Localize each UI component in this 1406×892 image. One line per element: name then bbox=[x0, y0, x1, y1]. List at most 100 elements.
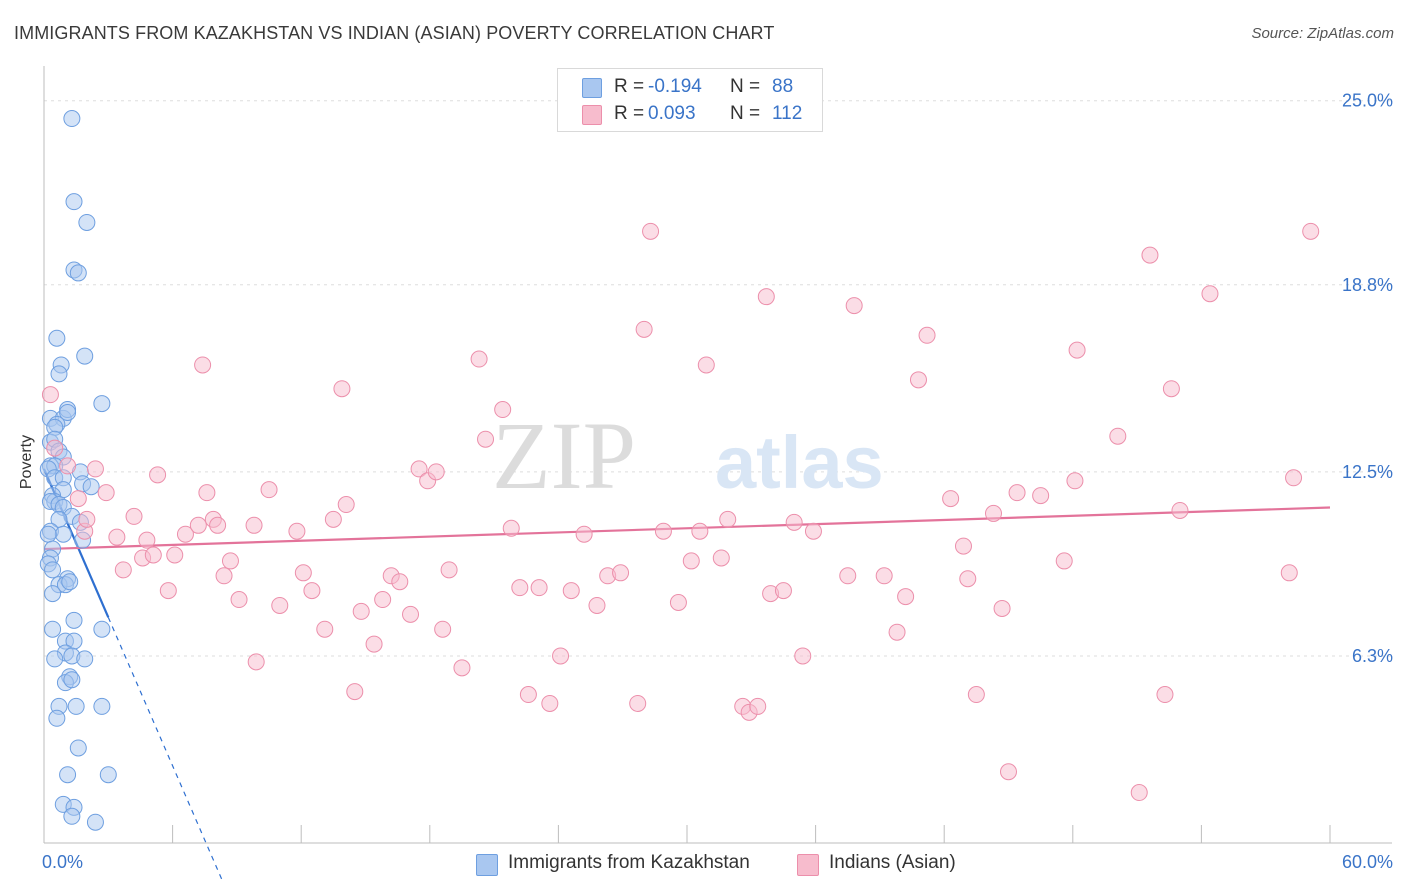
point-indian bbox=[138, 531, 156, 549]
point-indian bbox=[749, 697, 767, 715]
point-kazakhstan bbox=[93, 620, 111, 638]
point-indian bbox=[198, 484, 216, 502]
point-indian bbox=[691, 522, 709, 540]
point-indian bbox=[427, 463, 445, 481]
point-indian bbox=[918, 326, 936, 344]
point-indian bbox=[46, 439, 64, 457]
trend-line-indian bbox=[43, 506, 1331, 551]
point-indian bbox=[1000, 763, 1017, 781]
watermark-atlas: atlas bbox=[715, 421, 884, 504]
point-indian bbox=[316, 620, 334, 638]
point-kazakhstan bbox=[65, 193, 83, 211]
point-indian bbox=[78, 510, 96, 528]
point-indian bbox=[374, 591, 392, 609]
point-indian bbox=[1032, 487, 1050, 505]
point-indian bbox=[541, 694, 559, 712]
point-indian bbox=[41, 386, 59, 404]
source-credit: Source: ZipAtlas.com bbox=[1251, 25, 1394, 42]
point-indian bbox=[324, 510, 342, 528]
y-tick-label: 25.0% bbox=[1342, 91, 1393, 111]
point-indian bbox=[271, 596, 289, 614]
point-indian bbox=[245, 516, 263, 534]
point-indian bbox=[875, 567, 893, 585]
point-kazakhstan bbox=[76, 347, 94, 365]
point-indian bbox=[954, 537, 972, 555]
point-indian bbox=[552, 647, 570, 665]
point-indian bbox=[194, 356, 212, 374]
point-indian bbox=[942, 490, 960, 508]
point-indian bbox=[346, 683, 364, 701]
point-kazakhstan bbox=[59, 403, 77, 421]
point-indian bbox=[669, 594, 687, 612]
point-kazakhstan bbox=[54, 525, 72, 543]
point-indian bbox=[470, 350, 488, 368]
point-kazakhstan bbox=[63, 110, 81, 128]
point-indian bbox=[1055, 552, 1073, 570]
point-indian bbox=[247, 653, 265, 671]
point-kazakhstan bbox=[61, 573, 79, 591]
point-kazakhstan bbox=[63, 671, 81, 689]
point-indian bbox=[410, 460, 428, 478]
axes bbox=[43, 66, 1392, 844]
point-indian bbox=[209, 516, 227, 534]
point-kazakhstan bbox=[93, 697, 111, 715]
point-indian bbox=[477, 430, 495, 448]
point-kazakhstan bbox=[65, 611, 83, 629]
point-indian bbox=[189, 516, 207, 534]
point-kazakhstan bbox=[78, 213, 96, 231]
point-indian bbox=[97, 484, 115, 502]
point-indian bbox=[391, 573, 409, 591]
point-indian bbox=[909, 371, 927, 389]
point-indian bbox=[215, 567, 233, 585]
point-kazakhstan bbox=[69, 739, 87, 757]
point-indian bbox=[575, 525, 593, 543]
point-indian bbox=[682, 552, 700, 570]
point-indian bbox=[1068, 341, 1086, 359]
point-indian bbox=[757, 288, 775, 306]
point-kazakhstan bbox=[50, 365, 68, 383]
point-indian bbox=[1109, 427, 1127, 445]
point-indian bbox=[494, 401, 512, 419]
point-kazakhstan bbox=[44, 620, 62, 638]
legend-label: Indians (Asian) bbox=[829, 852, 956, 873]
point-indian bbox=[1201, 285, 1219, 303]
x-tick-label-max: 60.0% bbox=[1341, 852, 1393, 872]
point-indian bbox=[1162, 380, 1180, 398]
watermark-zip: ZIP bbox=[492, 402, 636, 509]
point-kazakhstan bbox=[46, 650, 64, 668]
point-kazakhstan bbox=[48, 709, 66, 727]
legend-label: Immigrants from Kazakhstan bbox=[508, 852, 750, 873]
point-indian bbox=[888, 623, 906, 641]
point-indian bbox=[845, 297, 863, 315]
y-tick-label: 6.3% bbox=[1352, 646, 1393, 666]
point-indian bbox=[221, 552, 239, 570]
point-kazakhstan bbox=[39, 525, 57, 543]
point-kazakhstan bbox=[76, 650, 94, 668]
legend-swatch-indian bbox=[797, 854, 819, 876]
legend-swatch-kazakhstan bbox=[476, 854, 498, 876]
point-indian bbox=[303, 582, 321, 600]
point-indian bbox=[984, 504, 1002, 522]
point-indian bbox=[967, 686, 985, 704]
point-indian bbox=[839, 567, 857, 585]
point-indian bbox=[530, 579, 548, 597]
point-indian bbox=[125, 507, 143, 525]
point-indian bbox=[1302, 222, 1320, 240]
point-indian bbox=[719, 510, 737, 528]
n-label: N = bbox=[730, 76, 761, 97]
stats-row-indian: R = 0.093 N = 112 bbox=[558, 100, 822, 128]
trend-extension-kazakhstan bbox=[107, 617, 223, 880]
n-value: 88 bbox=[772, 76, 794, 97]
point-indian bbox=[86, 460, 104, 478]
r-label: R = bbox=[614, 76, 645, 97]
n-label: N = bbox=[730, 103, 761, 124]
point-indian bbox=[804, 522, 822, 540]
point-indian bbox=[794, 647, 812, 665]
point-indian bbox=[440, 561, 458, 579]
point-kazakhstan bbox=[99, 766, 117, 784]
data-points bbox=[39, 110, 1320, 831]
point-indian bbox=[260, 481, 278, 499]
point-indian bbox=[612, 564, 630, 582]
point-indian bbox=[176, 525, 194, 543]
